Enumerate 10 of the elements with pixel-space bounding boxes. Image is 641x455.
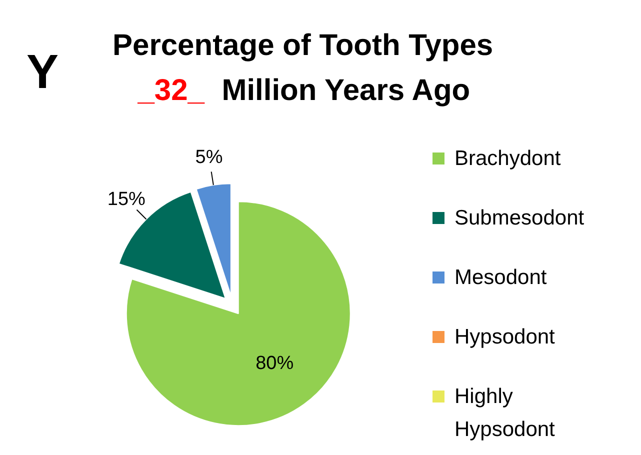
legend-label: Submesodont: [454, 206, 584, 230]
text: Y: [26, 46, 59, 99]
legend-label: Highly Hypsodont: [454, 385, 556, 441]
data-label: 5%: [195, 146, 223, 168]
data-label: 15%: [107, 188, 146, 210]
chart-title: Percentage of Tooth Types _32_ Million Years Ago: [112, 29, 494, 107]
legend-label: Brachydont: [454, 147, 561, 170]
data-label: 80%: [256, 352, 294, 374]
legend-label: Mesodont: [454, 266, 547, 289]
legend-label: Hypsodont: [454, 326, 556, 348]
